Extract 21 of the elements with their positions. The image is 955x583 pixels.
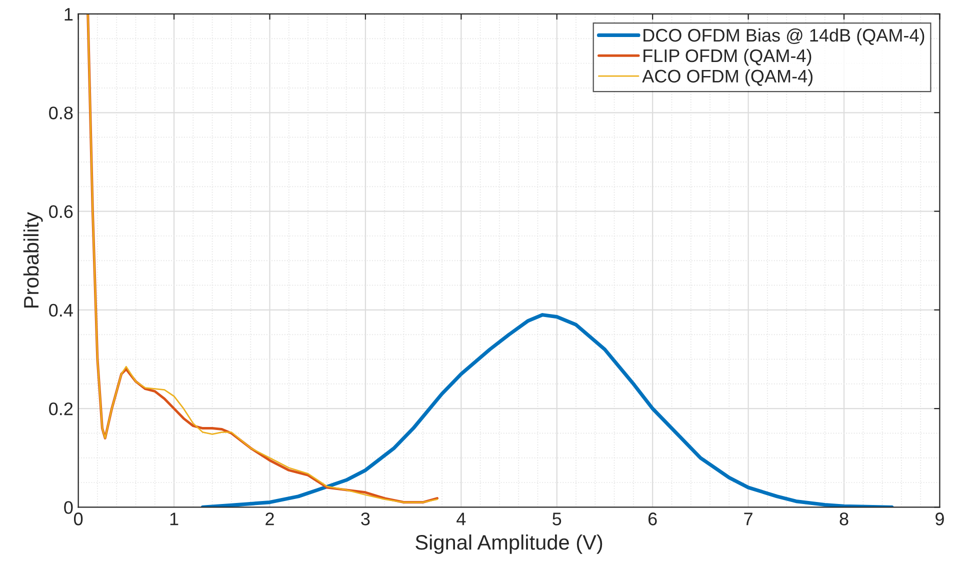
y-tick-label: 1 [64, 8, 73, 21]
legend-label: ACO OFDM (QAM-4) [642, 69, 812, 86]
x-axis-title: Signal Amplitude (V) [416, 534, 602, 554]
x-tick-label: 7 [744, 512, 752, 526]
x-tick-label: 4 [456, 512, 466, 526]
x-tick-label: 6 [648, 512, 657, 526]
x-tick-label: 1 [170, 512, 178, 526]
x-tick-label: 5 [552, 512, 562, 526]
legend-label: FLIP OFDM (QAM-4) [644, 48, 812, 66]
y-tick-label: 0.6 [49, 205, 73, 218]
x-tick-label: 2 [266, 512, 274, 526]
y-tick-label: 0.8 [49, 106, 73, 120]
x-tick-label: 9 [936, 512, 944, 526]
x-tick-label: 3 [361, 512, 370, 526]
y-tick-label: 0.2 [49, 402, 73, 416]
x-tick-label: 0 [74, 512, 83, 526]
y-tick-label: 0 [64, 501, 73, 514]
y-tick-label: 0.4 [49, 304, 73, 317]
legend-label: DCO OFDM Bias @ 14dB (QAM-4) [644, 28, 924, 46]
x-tick-label: 8 [840, 512, 848, 526]
y-axis-title: Probability [23, 212, 43, 308]
